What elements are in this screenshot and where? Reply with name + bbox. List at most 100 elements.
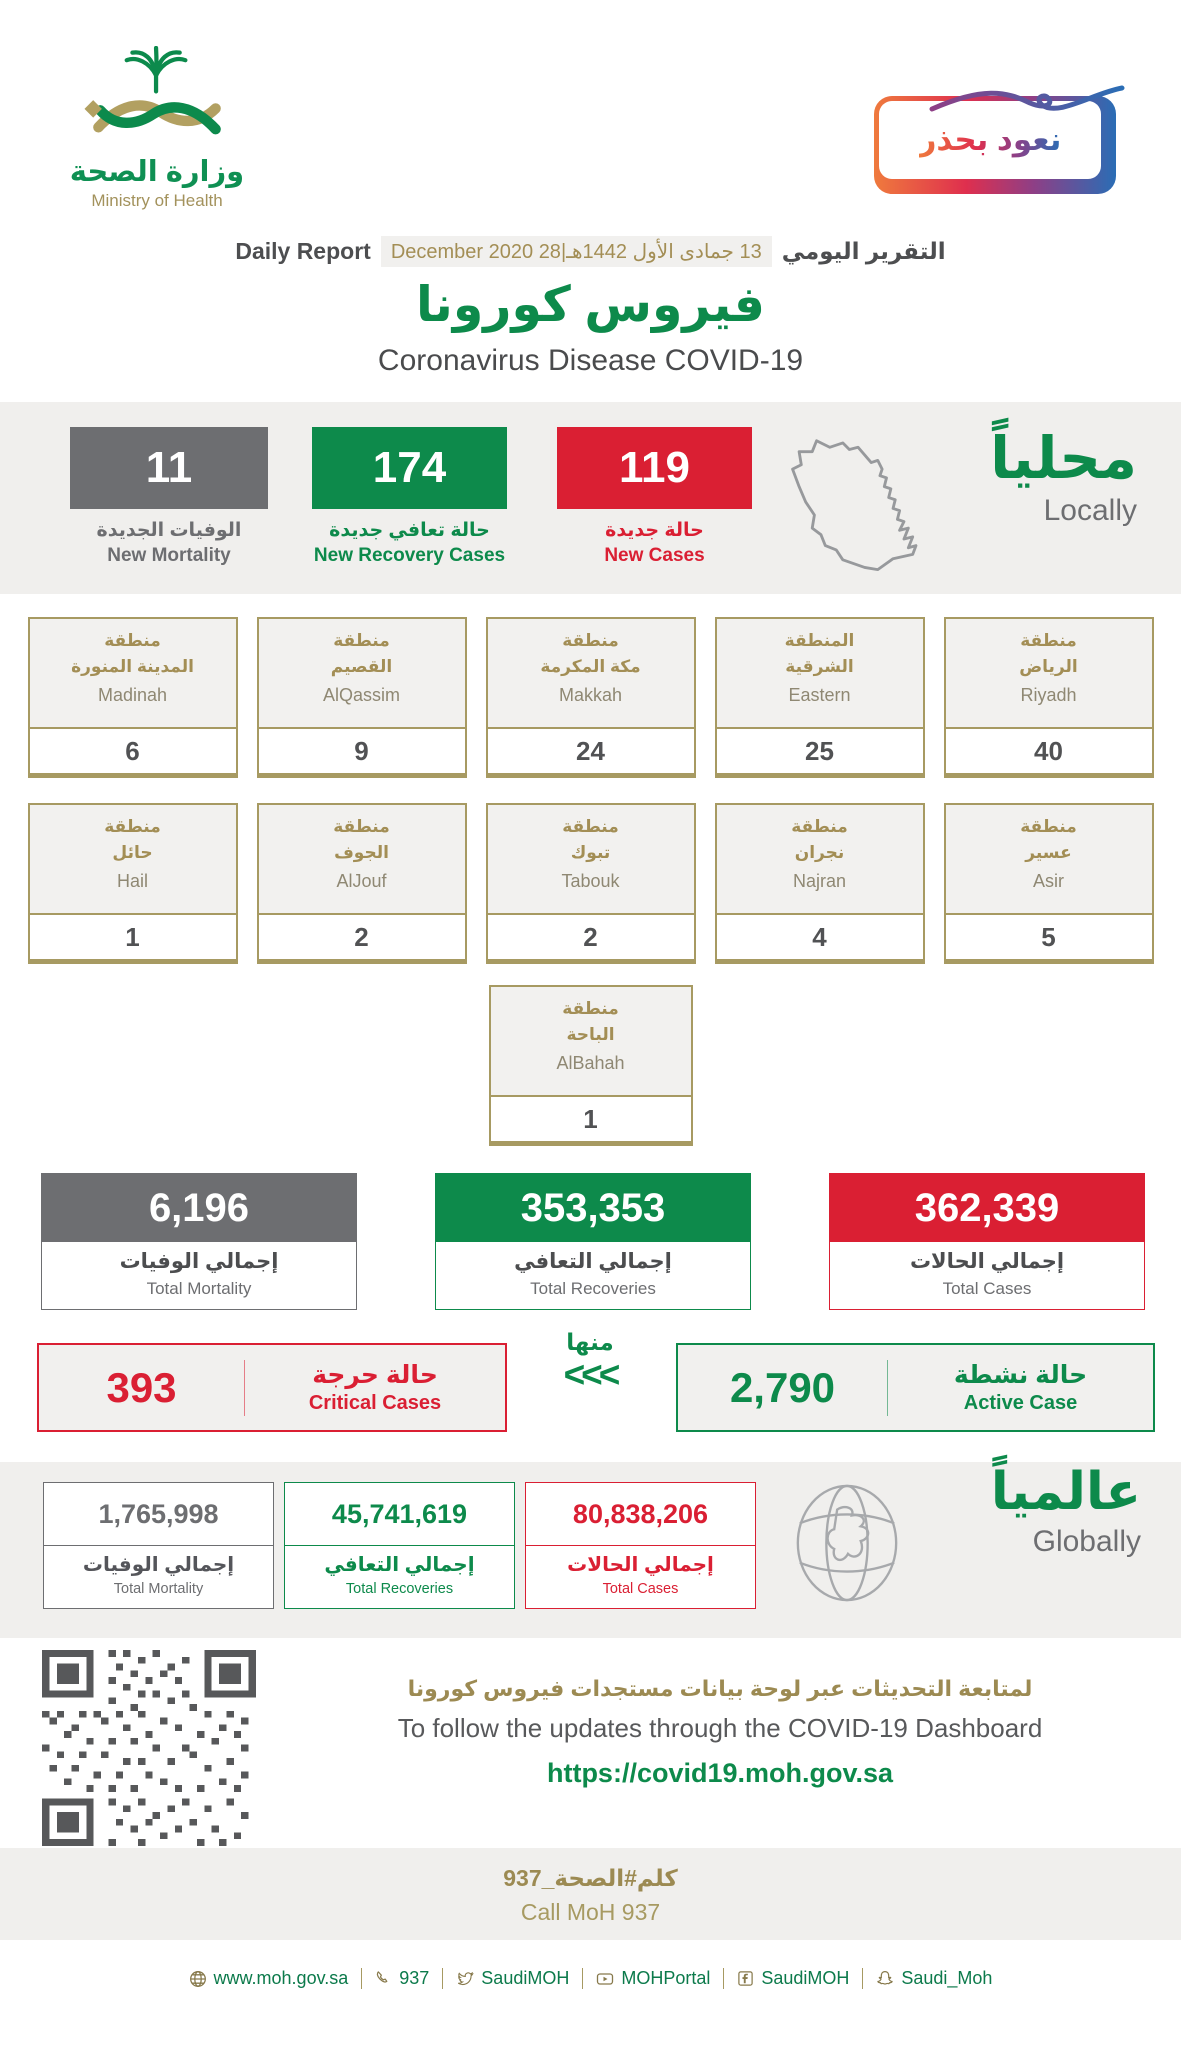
region-value: 1 <box>490 1097 691 1141</box>
total-mortality-card: 6,196 إجمالي الوفيات Total Mortality <box>41 1173 357 1310</box>
region-value: 24 <box>487 729 694 773</box>
footer-website-link[interactable]: www.moh.gov.sa <box>176 1968 362 1989</box>
region-ar-line1: منطقة <box>1020 817 1077 836</box>
total-cases-value: 362,339 <box>830 1174 1144 1242</box>
region-ar-line1: منطقة <box>333 631 390 650</box>
footer-phone-label: 937 <box>399 1968 430 1988</box>
region-name-en: Asir <box>1033 871 1064 891</box>
daily-report-label-ar: التقرير اليومي <box>781 238 946 264</box>
critical-cases-label-ar: حالة حرجة <box>312 1360 438 1389</box>
globally-title: عالمياً Globally <box>991 1462 1141 1562</box>
total-cases-card: 362,339 إجمالي الحالات Total Cases <box>829 1173 1145 1310</box>
total-cases-label-ar: إجمالي الحالات <box>909 1250 1065 1273</box>
region-ar-line1: منطقة <box>104 817 161 836</box>
footer-twitter-link[interactable]: SaudiMOH <box>442 1968 582 1989</box>
region-ar-line1: منطقة <box>562 817 619 836</box>
new-recovery-label-ar: حالة تعافي جديدة <box>329 520 490 541</box>
new-recovery-value: 174 <box>312 427 507 509</box>
global-mortality-label-ar: إجمالي الوفيات <box>82 1554 235 1576</box>
active-cases-card: 2,790 حالة نشطة Active Case <box>676 1343 1155 1432</box>
footer-snapchat-label: Saudi_Moh <box>901 1968 993 1988</box>
region-ar-line1: منطقة <box>333 817 390 836</box>
moh-emblem-icon <box>84 45 221 135</box>
region-name-en: Eastern <box>788 685 851 705</box>
footer-phone-link[interactable]: 937 <box>361 1968 442 1989</box>
total-mortality-value: 6,196 <box>42 1174 356 1242</box>
badge-swoosh-icon <box>929 85 1125 112</box>
region-name-en: Riyadh <box>1020 685 1077 705</box>
global-mortality-value: 1,765,998 <box>44 1483 273 1546</box>
region-ar-line2: عسير <box>1025 843 1072 862</box>
global-cases-label-en: Total Cases <box>602 1581 679 1597</box>
footer-snapchat-link[interactable]: Saudi_Moh <box>862 1968 1005 1989</box>
dashboard-url-link[interactable]: https://covid19.moh.gov.sa <box>546 1758 894 1788</box>
region-card-eastern: المنطقة الشرقية Eastern 25 <box>714 617 925 778</box>
global-mortality-card: 1,765,998 إجمالي الوفيات Total Mortality <box>43 1482 274 1609</box>
new-cases-value: 119 <box>557 427 752 509</box>
footer-website-label: www.moh.gov.sa <box>213 1968 349 1988</box>
region-name-en: Hail <box>116 871 148 891</box>
of-which-label-ar: منها <box>566 1329 614 1355</box>
ministry-name-english: Ministry of Health <box>91 191 223 210</box>
locally-title-en: Locally <box>1043 494 1137 527</box>
region-ar-line2: الرياض <box>1019 657 1078 676</box>
region-name-en: Makkah <box>558 685 623 705</box>
badge-text: نعود بحذر <box>918 122 1062 157</box>
global-cases-card: 80,838,206 إجمالي الحالات Total Cases <box>525 1482 756 1609</box>
region-card-hail: منطقة حائل Hail 1 <box>27 803 238 964</box>
divider <box>887 1359 888 1416</box>
qr-code <box>42 1650 256 1851</box>
region-ar-line2: الباحة <box>566 1025 615 1044</box>
new-cases-stat: 119 حالة جديدة New Cases <box>557 427 752 568</box>
footer-youtube-label: MOHPortal <box>621 1968 711 1988</box>
region-ar-line2: الجوف <box>334 843 389 862</box>
global-recoveries-label-en: Total Recoveries <box>345 1581 454 1597</box>
region-ar-line1: منطقة <box>562 631 619 650</box>
active-cases-label-en: Active Case <box>963 1391 1078 1414</box>
globally-title-ar: عالمياً <box>990 1463 1141 1521</box>
locally-section: 11 الوفيات الجديدة New Mortality 174 حال… <box>0 402 1181 594</box>
locally-title: محلياً Locally <box>990 427 1137 531</box>
region-name-en: Tabouk <box>561 871 620 891</box>
critical-cases-card: 393 حالة حرجة Critical Cases <box>37 1343 507 1432</box>
regions-row-3: منطقة الباحة AlBahah 1 <box>0 985 1181 1146</box>
region-card-najran: منطقة نجران Najran 4 <box>714 803 925 964</box>
region-card-madinah: منطقة المدينة المنورة Madinah 6 <box>27 617 238 778</box>
region-ar-line1: المنطقة <box>784 631 855 650</box>
dashboard-info: لمتابعة التحديثات عبر لوحة بيانات مستجدا… <box>290 1674 1150 1791</box>
region-card-aljouf: منطقة الجوف AlJouf 2 <box>256 803 467 964</box>
phone-icon <box>375 1970 392 1987</box>
region-card-tabouk: منطقة تبوك Tabouk 2 <box>485 803 696 964</box>
active-cases-label-ar: حالة نشطة <box>953 1360 1088 1389</box>
chevrons-left-icon: <<< <box>563 1354 621 1395</box>
footer-youtube-link[interactable]: MOHPortal <box>582 1968 723 1989</box>
dashboard-line-en: To follow the updates through the COVID-… <box>397 1713 1043 1743</box>
region-ar-line1: منطقة <box>104 631 161 650</box>
region-ar-line2: تبوك <box>570 843 611 862</box>
region-name-en: AlBahah <box>556 1053 625 1073</box>
call-moh-hashtag-ar: كلم#الصحة_937 <box>503 1865 678 1891</box>
twitter-icon <box>456 1970 475 1988</box>
region-ar-line2: المدينة المنورة <box>71 657 194 676</box>
page-title-arabic: فيروس كورونا <box>416 278 765 332</box>
regions-row-1: منطقة المدينة المنورة Madinah 6 منطقة القصي… <box>0 617 1181 778</box>
region-value: 2 <box>258 915 465 959</box>
daily-report-label-en: Daily Report <box>235 238 371 264</box>
global-recoveries-value: 45,741,619 <box>285 1483 514 1546</box>
snapchat-icon <box>876 1970 894 1988</box>
footer-contact-bar: www.moh.gov.sa 937 SaudiMOH MOHPortal Sa… <box>0 1968 1181 1989</box>
region-name-en: Najran <box>792 871 847 891</box>
region-value: 9 <box>258 729 465 773</box>
region-ar-line2: القصيم <box>330 657 393 676</box>
critical-cases-value: 393 <box>106 1363 177 1411</box>
region-card-riyadh: منطقة الرياض Riyadh 40 <box>943 617 1154 778</box>
global-cases-value: 80,838,206 <box>526 1483 755 1546</box>
footer-facebook-link[interactable]: SaudiMOH <box>723 1968 862 1989</box>
globally-title-en: Globally <box>1032 1525 1141 1558</box>
region-value: 5 <box>945 915 1152 959</box>
footer-twitter-label: SaudiMOH <box>481 1968 570 1988</box>
regions-row-2: منطقة حائل Hail 1 منطقة الجوف AlJouf 2 منطقة… <box>0 803 1181 964</box>
region-name-en: AlJouf <box>336 871 387 891</box>
total-mortality-label-ar: إجمالي الوفيات <box>119 1250 279 1273</box>
